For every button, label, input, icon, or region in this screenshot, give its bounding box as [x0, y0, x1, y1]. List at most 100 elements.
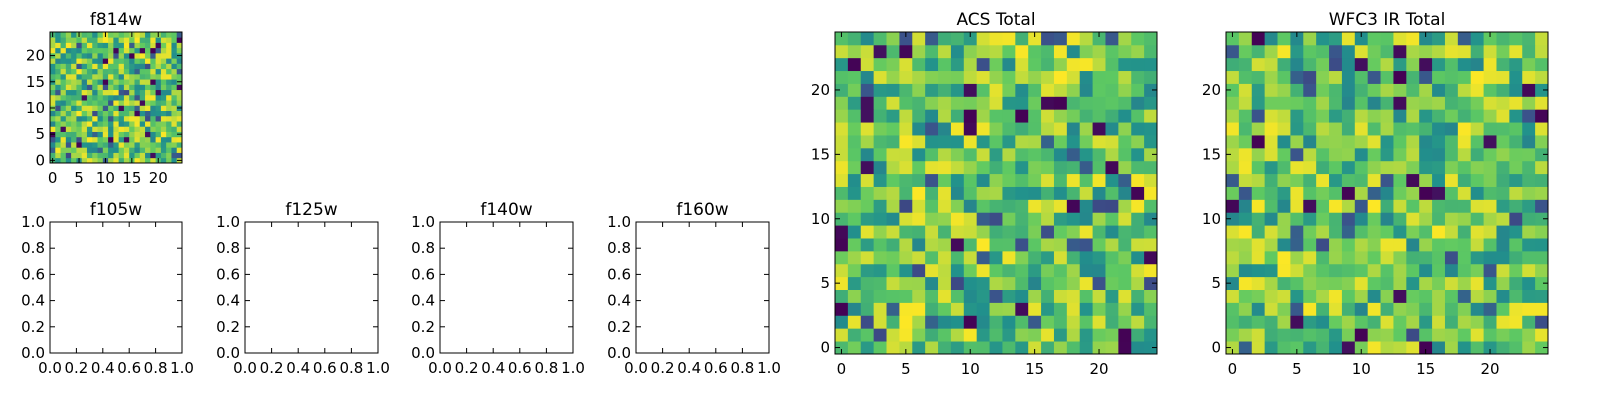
heatmap-cell — [134, 94, 141, 101]
heatmap-cell — [976, 276, 990, 290]
heatmap-cell — [1092, 109, 1106, 123]
heatmap-cell — [1522, 328, 1536, 342]
heatmap-cell — [1251, 32, 1266, 46]
heatmap-cell — [65, 79, 72, 85]
heatmap-cell — [166, 115, 172, 122]
heatmap-cell — [171, 84, 178, 91]
x-tick-label: 0.0 — [233, 359, 257, 377]
heatmap-cell — [1144, 32, 1158, 46]
heatmap-cell — [1251, 289, 1266, 303]
heatmap-cell — [1483, 109, 1497, 123]
heatmap-cell — [129, 73, 135, 80]
heatmap-cell — [1483, 238, 1497, 252]
heatmap-cell — [1131, 276, 1145, 290]
heatmap-cell — [123, 94, 130, 101]
heatmap-cell — [129, 52, 135, 59]
heatmap-cell — [1470, 57, 1484, 72]
heatmap-cell — [1041, 96, 1055, 110]
heatmap-cell — [1066, 263, 1081, 278]
heatmap-cell — [1496, 315, 1510, 329]
heatmap-cell — [1028, 32, 1042, 46]
heatmap-cell — [1329, 199, 1343, 213]
heatmap-cell — [950, 70, 965, 84]
heatmap-cell — [171, 115, 178, 122]
heatmap-cell — [886, 83, 900, 97]
heatmap-cell — [1432, 109, 1446, 123]
heatmap-cell — [171, 32, 178, 38]
heatmap-cell — [1028, 173, 1042, 187]
heatmap-cell — [1535, 32, 1549, 46]
heatmap-cell — [1535, 173, 1549, 187]
heatmap-cell — [71, 152, 77, 159]
heatmap-cell — [860, 199, 875, 213]
heatmap-cell — [1522, 315, 1536, 329]
heatmap-cell — [102, 110, 109, 117]
heatmap-cell — [847, 173, 862, 187]
heatmap-cell — [938, 276, 952, 290]
heatmap-cell — [102, 152, 109, 159]
heatmap-cell — [1367, 186, 1381, 200]
heatmap-cell — [160, 157, 167, 164]
heatmap-cell — [1226, 83, 1240, 97]
heatmap-cell — [145, 131, 151, 138]
heatmap-cell — [1303, 147, 1317, 162]
heatmap-cell — [92, 84, 98, 91]
heatmap-cell — [976, 160, 990, 175]
heatmap-cell — [835, 83, 849, 97]
heatmap-cell — [847, 263, 862, 278]
heatmap-cell — [925, 135, 939, 149]
heatmap-cell — [1367, 263, 1381, 278]
heatmap-cell — [1303, 122, 1317, 136]
heatmap-cell — [1105, 199, 1119, 213]
heatmap-cell — [50, 84, 56, 91]
heatmap-cell — [1041, 263, 1055, 278]
heatmap-cell — [1509, 70, 1523, 84]
heatmap-cell — [1483, 57, 1497, 72]
heatmap-cell — [1406, 263, 1420, 278]
heatmap-cell — [899, 238, 913, 252]
heatmap-cell — [155, 136, 162, 143]
heatmap-cell — [963, 199, 978, 213]
heatmap-cell — [1066, 341, 1081, 355]
heatmap-cell — [113, 79, 120, 85]
heatmap-cell — [155, 105, 162, 111]
heatmap-cell — [1303, 250, 1317, 265]
heatmap-cell — [1277, 302, 1291, 316]
heatmap-cell — [1329, 225, 1343, 239]
heatmap-cell — [171, 100, 178, 106]
heatmap-cell — [1290, 186, 1304, 200]
y-tick-label: 0 — [1211, 339, 1221, 357]
heatmap-cell — [55, 94, 61, 101]
heatmap-cell — [873, 96, 887, 110]
heatmap-cell — [65, 147, 72, 153]
y-tick-label: 0 — [35, 151, 45, 169]
heatmap-cell — [81, 37, 88, 43]
heatmap-cell — [76, 73, 83, 80]
heatmap-cell — [60, 52, 67, 59]
heatmap-cell — [1509, 122, 1523, 136]
heatmap-cell — [145, 37, 151, 43]
heatmap-cell — [1367, 32, 1381, 46]
heatmap-cell — [55, 115, 61, 122]
heatmap-cell — [835, 173, 849, 187]
heatmap-cell — [1432, 238, 1446, 252]
heatmap-cell — [171, 110, 178, 117]
heatmap-cell — [938, 250, 952, 265]
heatmap-cell — [1131, 173, 1145, 187]
heatmap-cell — [176, 94, 183, 101]
heatmap-cell — [118, 79, 125, 85]
heatmap-cell — [118, 73, 125, 80]
heatmap-cell — [86, 152, 93, 159]
heatmap-cell — [1432, 199, 1446, 213]
heatmap-cell — [129, 89, 135, 96]
heatmap-cell — [50, 89, 56, 96]
heatmap-cell — [1457, 96, 1472, 110]
heatmap-cell — [155, 131, 162, 138]
heatmap-cell — [139, 94, 146, 101]
heatmap-cell — [113, 32, 120, 38]
heatmap-cell — [835, 263, 849, 278]
heatmap-cell — [1264, 225, 1278, 239]
heatmap-cell — [963, 315, 978, 329]
heatmap-cell — [1444, 32, 1459, 46]
heatmap-cell — [55, 152, 61, 159]
